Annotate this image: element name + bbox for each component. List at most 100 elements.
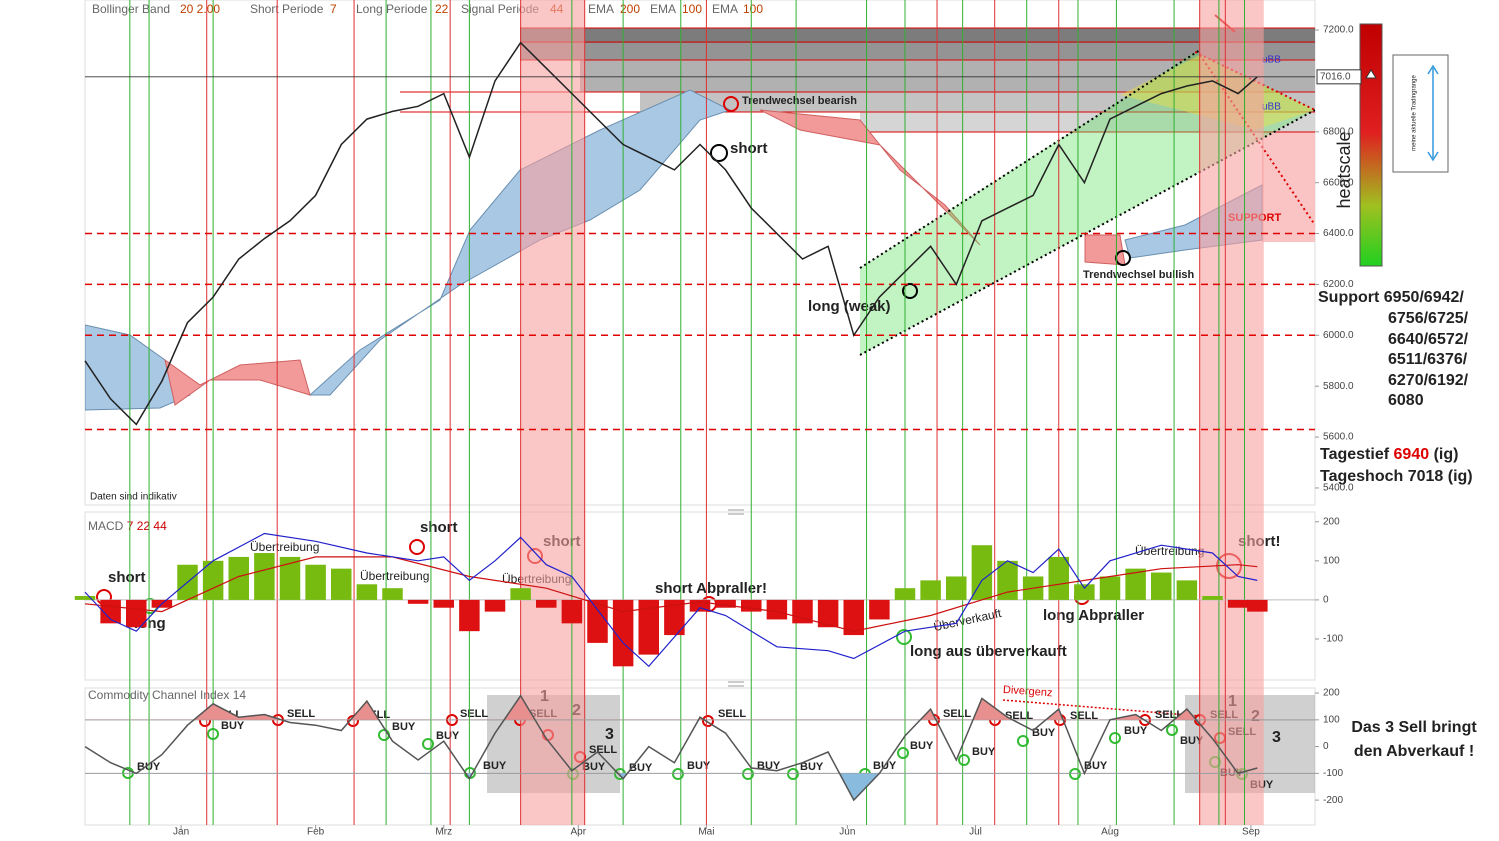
header-value: 100 bbox=[743, 2, 763, 16]
signal-circle bbox=[672, 768, 684, 780]
histogram-bar bbox=[587, 599, 608, 643]
histogram-bar bbox=[997, 560, 1018, 600]
panel-param: 14 bbox=[233, 688, 247, 702]
tradingrange-label: meine aktuelle Tradingrange bbox=[1412, 74, 1418, 150]
daily-low-suffix: (ig) bbox=[1434, 446, 1459, 463]
x-tick-label: Jul bbox=[969, 827, 982, 838]
last-price-box bbox=[1316, 69, 1362, 85]
tradingrange-arrow bbox=[1427, 64, 1439, 162]
signal-circle bbox=[1069, 768, 1081, 780]
signal-label: BUY bbox=[582, 761, 606, 773]
header-value: 7 bbox=[330, 2, 337, 16]
highlight-range bbox=[1199, 0, 1264, 825]
histogram-bar bbox=[536, 599, 557, 608]
histogram-bar bbox=[1048, 556, 1069, 600]
support-line: 6270/6192/ bbox=[1388, 372, 1469, 389]
histogram-bar bbox=[228, 556, 249, 600]
histogram-bar bbox=[1125, 568, 1146, 600]
conclusion: den Abverkauf ! bbox=[1354, 743, 1474, 760]
signal-label: BUY bbox=[972, 746, 996, 758]
signal-circle bbox=[958, 754, 970, 766]
y-tick-label: 0 bbox=[1323, 595, 1329, 606]
y-tick-label: 5800.0 bbox=[1323, 381, 1354, 392]
annotation: long Abpraller bbox=[1043, 607, 1144, 624]
header-value: 20 2.00 bbox=[180, 2, 220, 16]
signal-label: SELL bbox=[287, 708, 315, 720]
series-line bbox=[84, 41, 1258, 426]
daily-low-value: 6940 bbox=[1394, 446, 1430, 463]
heatscale-marker bbox=[1365, 69, 1377, 79]
y-tick-label: 6400.0 bbox=[1323, 228, 1354, 239]
header-label: Signal Periode bbox=[461, 2, 539, 16]
macd-line bbox=[84, 556, 1258, 632]
histogram-bar bbox=[1099, 576, 1121, 600]
histogram-bar bbox=[741, 599, 762, 612]
signal-label: BUY bbox=[1124, 725, 1148, 737]
support-line: 6511/6376/ bbox=[1388, 351, 1468, 368]
y-tick-label: 0 bbox=[1323, 741, 1329, 752]
panel-title: Commodity Channel Index 14 bbox=[88, 688, 246, 702]
histogram-bar bbox=[305, 564, 326, 600]
y-tick-label: 5400.0 bbox=[1323, 483, 1354, 494]
x-tick-label: Aug bbox=[1101, 827, 1119, 838]
panel-title-text: Commodity Channel Index bbox=[88, 688, 229, 702]
histogram-bar bbox=[561, 599, 583, 624]
tradingrange-box bbox=[1392, 54, 1449, 173]
panel-handle[interactable] bbox=[728, 509, 744, 515]
header-label: EMA bbox=[712, 2, 738, 16]
histogram-bar bbox=[792, 599, 813, 624]
histogram-bar bbox=[126, 599, 147, 628]
support-line: 6640/6572/ bbox=[1388, 331, 1469, 348]
daily-low: Tagestief 6940 (ig) bbox=[1320, 446, 1458, 463]
y-tick-label: -200 bbox=[1323, 795, 1343, 806]
highlight-range bbox=[520, 0, 585, 825]
annotation: short bbox=[730, 140, 768, 157]
signal-circle bbox=[1017, 735, 1029, 747]
annotation: short bbox=[420, 519, 458, 536]
x-tick-label: Sep bbox=[1242, 827, 1260, 838]
y-tick-label: 6000.0 bbox=[1323, 330, 1354, 341]
histogram-bar bbox=[869, 599, 890, 620]
signal-circle bbox=[1109, 732, 1121, 744]
annotation: long aus überverkauft bbox=[910, 643, 1067, 660]
signal-number: 3 bbox=[1272, 729, 1281, 746]
histogram-bar bbox=[1227, 599, 1249, 608]
histogram-bar bbox=[279, 556, 301, 600]
header-label: Bollinger Band bbox=[92, 2, 170, 16]
histogram-bar bbox=[407, 599, 429, 604]
signal-label: SELL bbox=[943, 708, 971, 720]
x-tick-label: Jun bbox=[839, 827, 855, 838]
signal-label: SELL bbox=[460, 708, 488, 720]
signal-label: BUY bbox=[1032, 727, 1056, 739]
annotation: Trendwechsel bearish bbox=[742, 95, 857, 107]
signal-circle bbox=[742, 768, 754, 780]
annotation: Divergenz bbox=[1003, 684, 1053, 699]
header-label: EMA bbox=[650, 2, 676, 16]
y-tick-label: 6600.0 bbox=[1323, 177, 1354, 188]
histogram-bar bbox=[254, 553, 275, 600]
x-tick-label: Feb bbox=[307, 827, 325, 838]
heatscale-label: heatscale bbox=[1334, 131, 1354, 208]
annotation: Übertreibung bbox=[250, 540, 319, 554]
histogram-bar bbox=[74, 596, 96, 600]
panel-handle[interactable] bbox=[728, 681, 744, 687]
header-value: 100 bbox=[682, 2, 702, 16]
histogram-bar bbox=[1176, 580, 1198, 600]
header: Bollinger Band 20 2.00 Short Periode 7 L… bbox=[92, 2, 763, 16]
annotation: short Abpraller! bbox=[655, 580, 767, 597]
header-label: Short Periode bbox=[250, 2, 324, 16]
header-label: EMA bbox=[588, 2, 614, 16]
histogram-bar bbox=[433, 599, 454, 608]
signal-label: BUY bbox=[483, 760, 507, 772]
signal-label: BUY bbox=[800, 761, 824, 773]
support-line: Support 6950/6942/ bbox=[1318, 289, 1464, 306]
y-tick-label: 5600.0 bbox=[1323, 432, 1354, 443]
signal-circle bbox=[897, 747, 909, 759]
panel-title-text: MACD bbox=[88, 519, 124, 533]
histogram-bar bbox=[946, 576, 967, 600]
annotation: Daten sind indikativ bbox=[90, 492, 177, 503]
histogram-bar bbox=[894, 588, 916, 600]
